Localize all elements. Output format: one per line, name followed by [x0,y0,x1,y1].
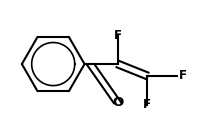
Text: F: F [114,29,122,42]
Text: F: F [179,69,187,82]
Text: O: O [112,96,123,109]
Text: F: F [143,98,151,111]
